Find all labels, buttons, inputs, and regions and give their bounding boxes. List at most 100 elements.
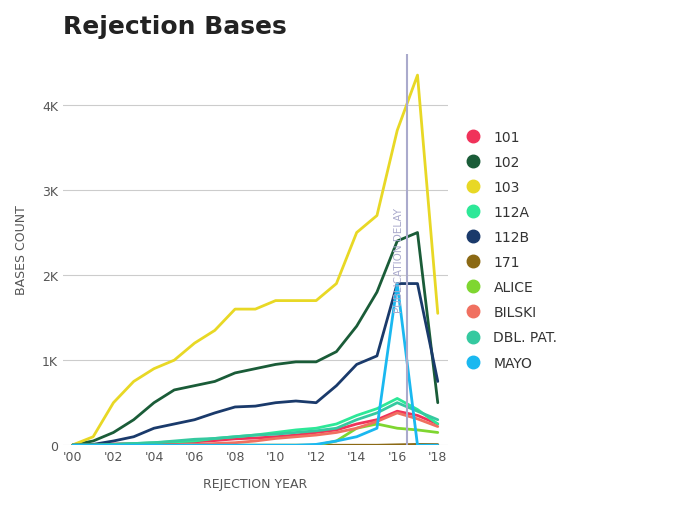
101 [373, 417, 382, 423]
101 [69, 442, 77, 448]
101 [130, 441, 138, 447]
Line: 112A: 112A [73, 398, 438, 445]
171 [109, 442, 118, 448]
112B [251, 403, 260, 410]
DBL. PAT. [190, 436, 199, 442]
Line: 103: 103 [73, 76, 438, 445]
101 [170, 440, 178, 446]
101 [433, 421, 442, 427]
DBL. PAT. [251, 432, 260, 438]
BILSKI [251, 438, 260, 444]
ALICE [211, 442, 219, 448]
Text: Rejection Bases: Rejection Bases [63, 15, 286, 39]
102 [292, 359, 300, 365]
MAYO [433, 442, 442, 448]
DBL. PAT. [332, 425, 341, 431]
112B [312, 400, 321, 406]
103 [373, 213, 382, 219]
171 [373, 442, 382, 448]
MAYO [251, 442, 260, 448]
171 [413, 441, 421, 447]
DBL. PAT. [373, 410, 382, 416]
ALICE [353, 425, 361, 431]
102 [211, 379, 219, 385]
BILSKI [433, 424, 442, 430]
DBL. PAT. [150, 440, 158, 446]
102 [373, 289, 382, 295]
112B [190, 417, 199, 423]
BILSKI [190, 441, 199, 447]
102 [272, 362, 280, 368]
BILSKI [413, 416, 421, 422]
171 [353, 442, 361, 448]
112A [312, 425, 321, 431]
112A [272, 430, 280, 436]
BILSKI [69, 442, 77, 448]
103 [109, 400, 118, 406]
ALICE [373, 421, 382, 427]
MAYO [272, 442, 280, 448]
112B [332, 383, 341, 389]
ALICE [150, 442, 158, 448]
Line: DBL. PAT.: DBL. PAT. [73, 403, 438, 445]
ALICE [130, 442, 138, 448]
112B [393, 281, 401, 287]
112A [190, 438, 199, 444]
101 [272, 434, 280, 440]
DBL. PAT. [312, 428, 321, 434]
171 [150, 442, 158, 448]
101 [231, 436, 239, 442]
171 [292, 442, 300, 448]
MAYO [190, 442, 199, 448]
101 [312, 430, 321, 436]
112A [292, 427, 300, 433]
DBL. PAT. [170, 438, 178, 444]
112B [373, 353, 382, 359]
103 [211, 328, 219, 334]
101 [353, 421, 361, 427]
DBL. PAT. [130, 441, 138, 447]
112B [231, 404, 239, 410]
MAYO [312, 441, 321, 447]
DBL. PAT. [89, 442, 97, 448]
103 [413, 73, 421, 79]
BILSKI [109, 442, 118, 448]
102 [170, 387, 178, 393]
MAYO [130, 442, 138, 448]
ALICE [413, 427, 421, 433]
102 [332, 349, 341, 355]
112B [353, 362, 361, 368]
ALICE [170, 442, 178, 448]
MAYO [69, 442, 77, 448]
171 [89, 442, 97, 448]
ALICE [393, 425, 401, 431]
101 [89, 442, 97, 448]
Line: 112B: 112B [73, 284, 438, 445]
103 [272, 298, 280, 304]
103 [251, 307, 260, 313]
DBL. PAT. [231, 434, 239, 440]
ALICE [231, 442, 239, 448]
112B [272, 400, 280, 406]
103 [292, 298, 300, 304]
BILSKI [353, 425, 361, 431]
DBL. PAT. [292, 430, 300, 436]
112B [292, 398, 300, 404]
112B [150, 425, 158, 431]
112B [69, 442, 77, 448]
102 [190, 383, 199, 389]
103 [353, 230, 361, 236]
103 [312, 298, 321, 304]
112A [150, 440, 158, 446]
Line: ALICE: ALICE [73, 424, 438, 445]
171 [170, 442, 178, 448]
DBL. PAT. [211, 435, 219, 441]
112A [130, 441, 138, 447]
BILSKI [150, 442, 158, 448]
BILSKI [292, 434, 300, 440]
102 [413, 230, 421, 236]
MAYO [150, 442, 158, 448]
112A [170, 439, 178, 445]
102 [393, 238, 401, 244]
Line: MAYO: MAYO [73, 284, 438, 445]
